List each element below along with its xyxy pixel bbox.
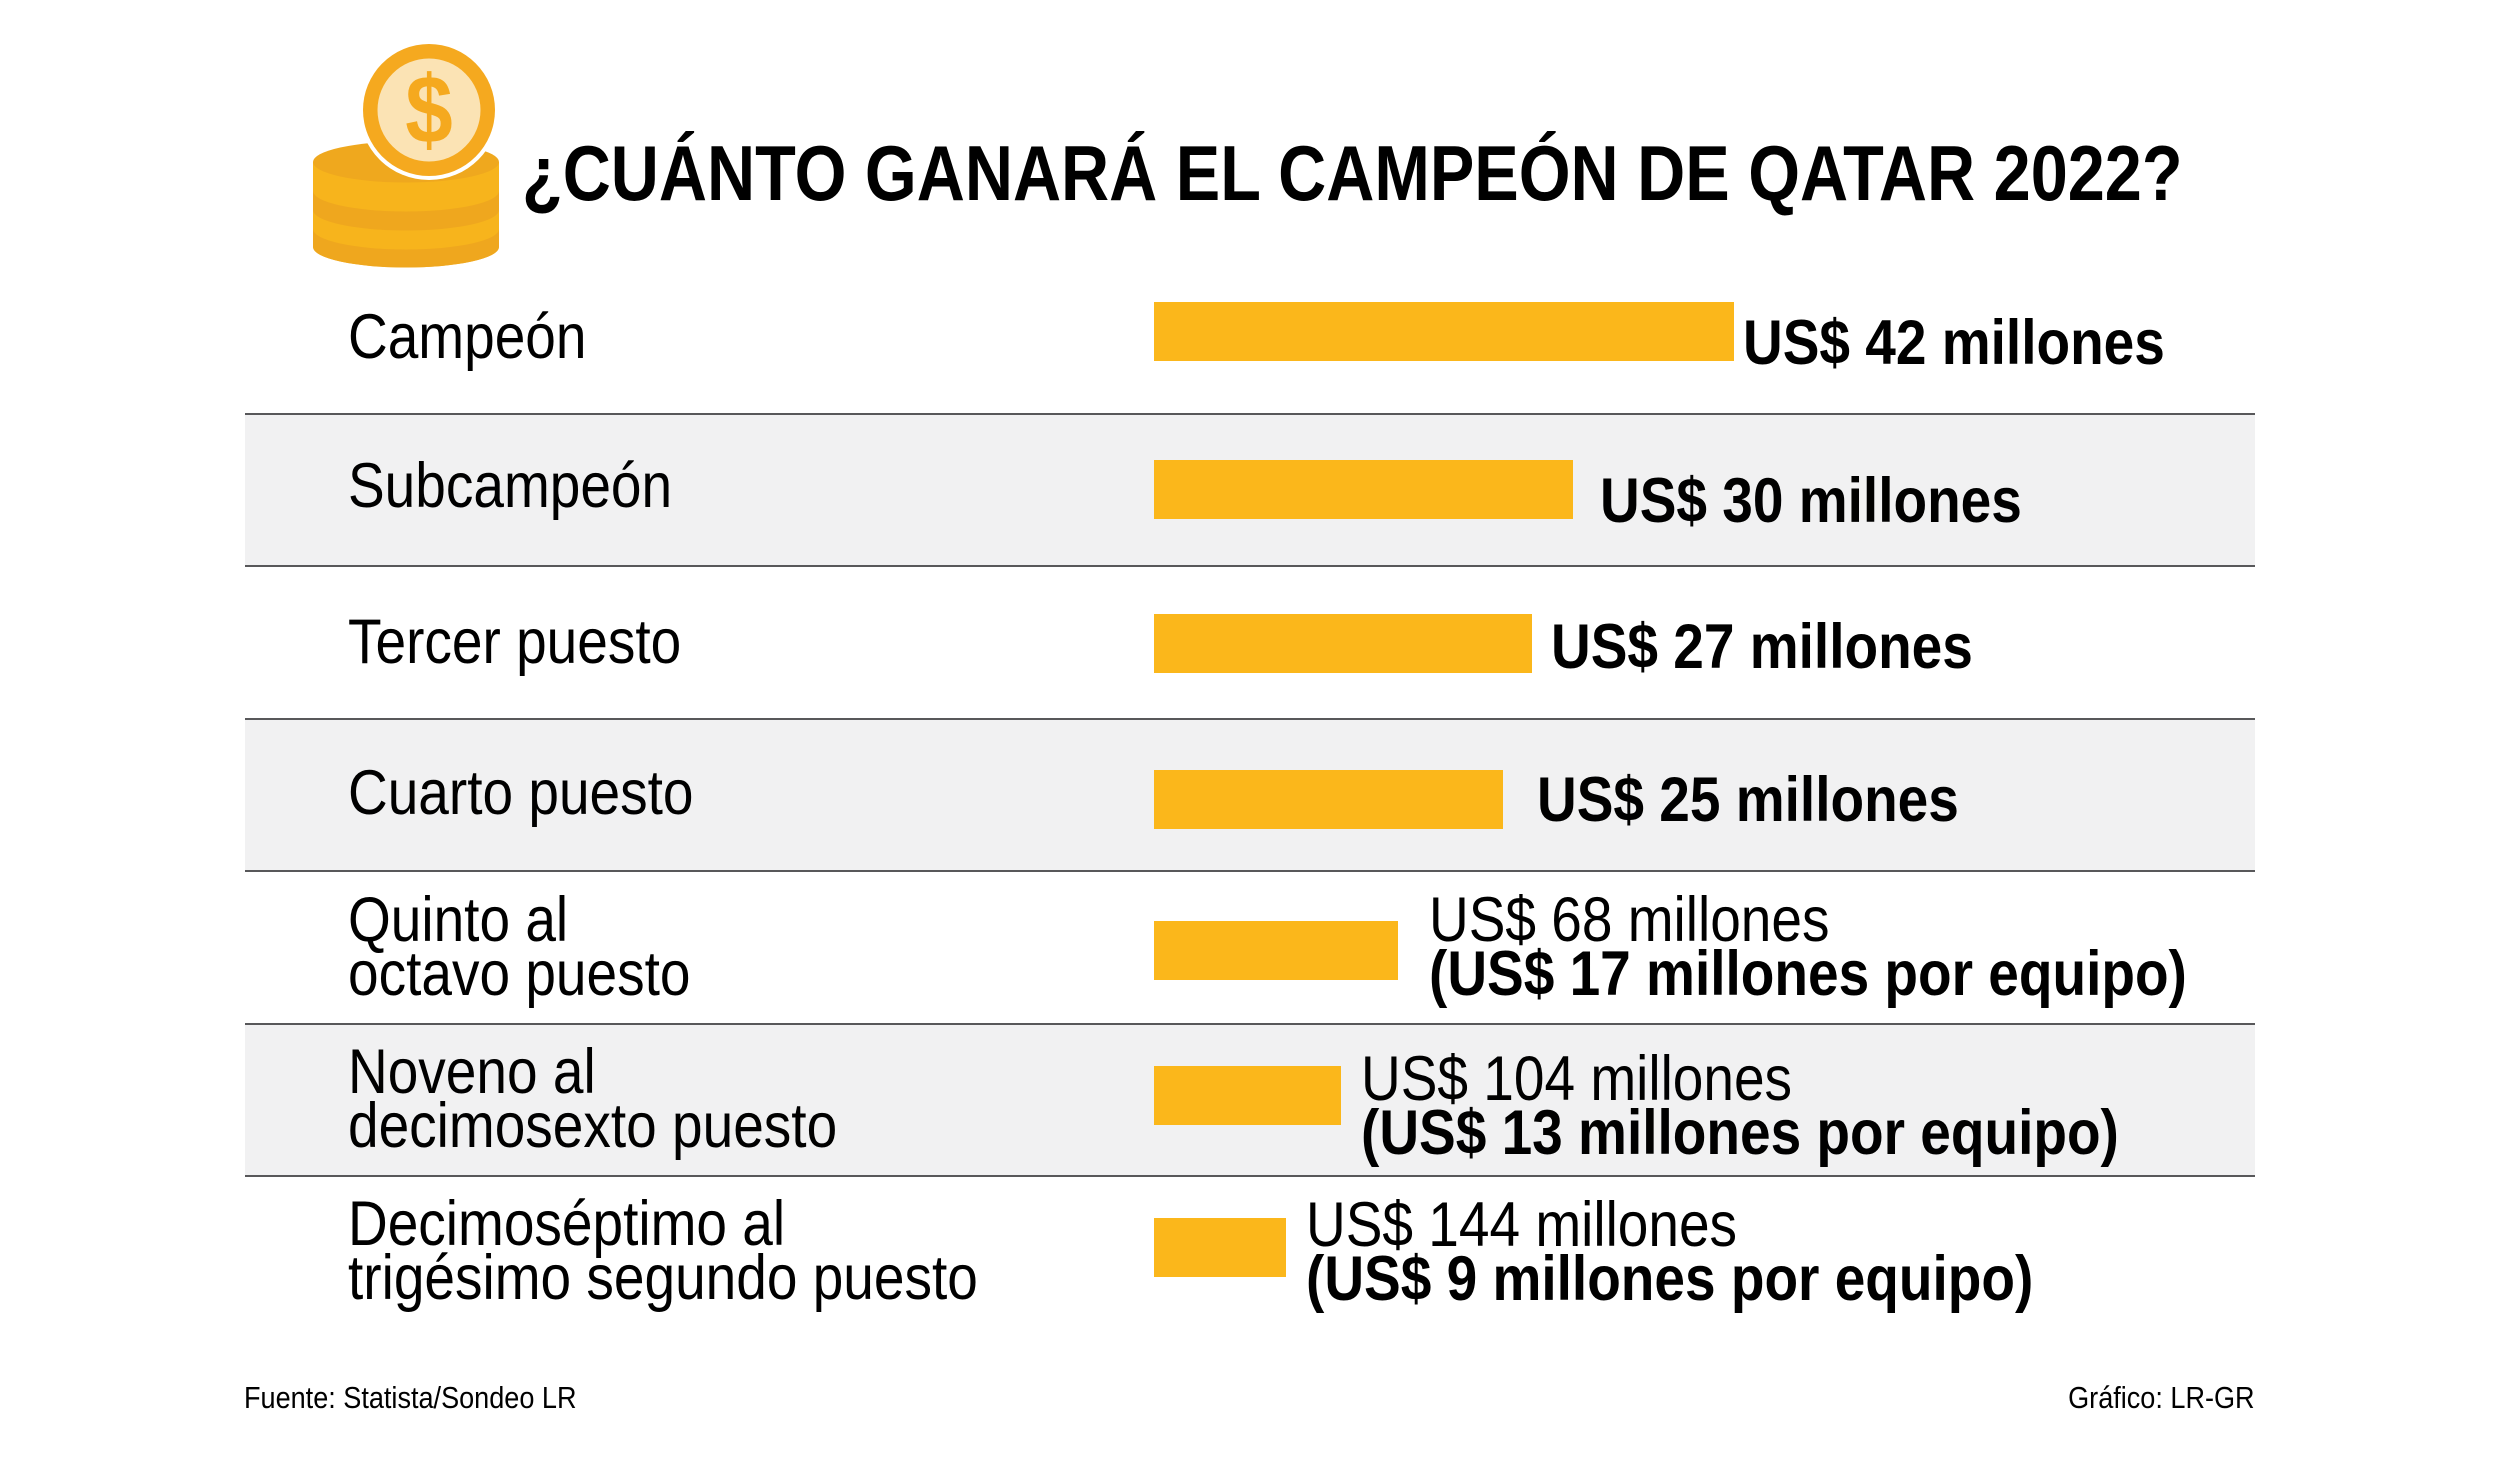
svg-text:$: $ <box>405 56 452 164</box>
